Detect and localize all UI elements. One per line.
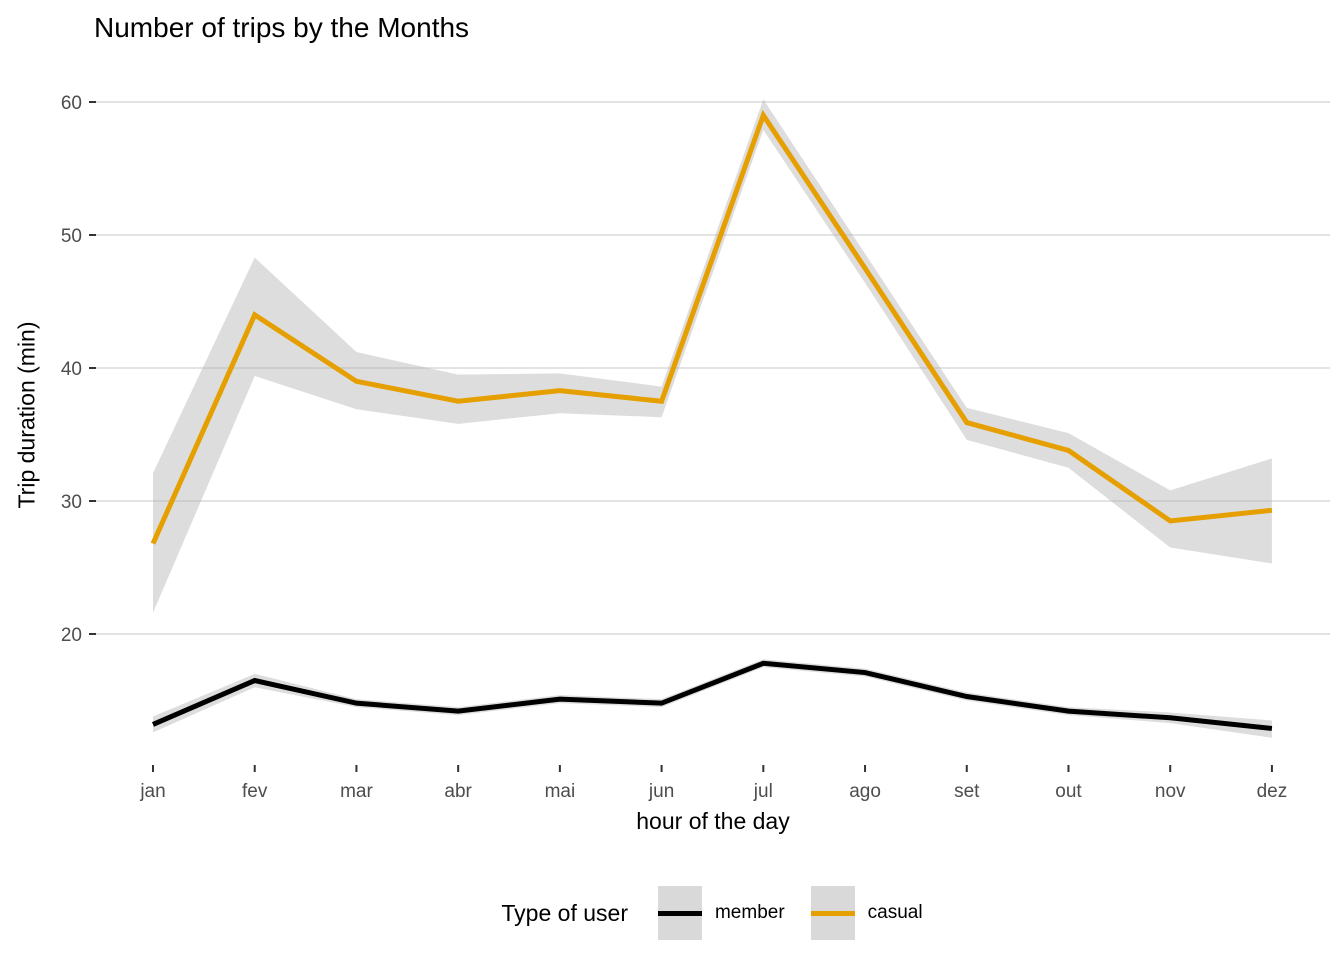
legend-item-casual: casual [810, 886, 923, 940]
x-tick-label: mai [545, 781, 576, 802]
x-axis-title: hour of the day [636, 808, 790, 834]
legend-item-member: member [657, 886, 785, 940]
legend-key-casual-icon [810, 886, 855, 940]
legend-label-member: member [714, 902, 785, 923]
legend-key-member-icon [657, 886, 702, 940]
line-casual [150, 109, 1273, 545]
x-tick-label: abr [444, 781, 472, 802]
x-tick-label: nov [1155, 781, 1186, 802]
x-axis: jan fev mar abr mai jun jul ago set out nov dez [139, 765, 1287, 802]
y-tick-label: 30 [61, 492, 82, 513]
y-axis: 20 30 40 50 60 [61, 93, 96, 646]
y-tick-label: 50 [61, 226, 82, 247]
chart-title: Number of trips by the Months [94, 12, 470, 43]
y-axis-title: Trip duration (min) [13, 321, 40, 509]
x-tick-label: set [954, 781, 980, 802]
member-line-swatch-icon [657, 910, 702, 916]
legend-title: Type of user [501, 899, 628, 926]
x-tick-label: out [1055, 781, 1082, 802]
x-tick-label: jan [139, 781, 165, 802]
y-tick-label: 20 [61, 625, 82, 646]
x-tick-label: mar [340, 781, 373, 802]
y-tick-label: 40 [61, 359, 82, 380]
line-member [152, 660, 1273, 731]
legend-label-casual: casual [867, 902, 923, 923]
x-tick-label: jun [648, 781, 674, 802]
ribbon-member [153, 659, 1272, 738]
gridlines [96, 101, 1330, 635]
y-tick-label: 60 [61, 93, 82, 114]
casual-line-swatch-icon [810, 910, 855, 916]
x-tick-label: jul [753, 781, 773, 802]
x-tick-label: dez [1257, 781, 1288, 802]
x-tick-label: fev [242, 781, 268, 802]
legend: Type of user member casual [80, 886, 1344, 940]
x-tick-label: ago [849, 781, 881, 802]
